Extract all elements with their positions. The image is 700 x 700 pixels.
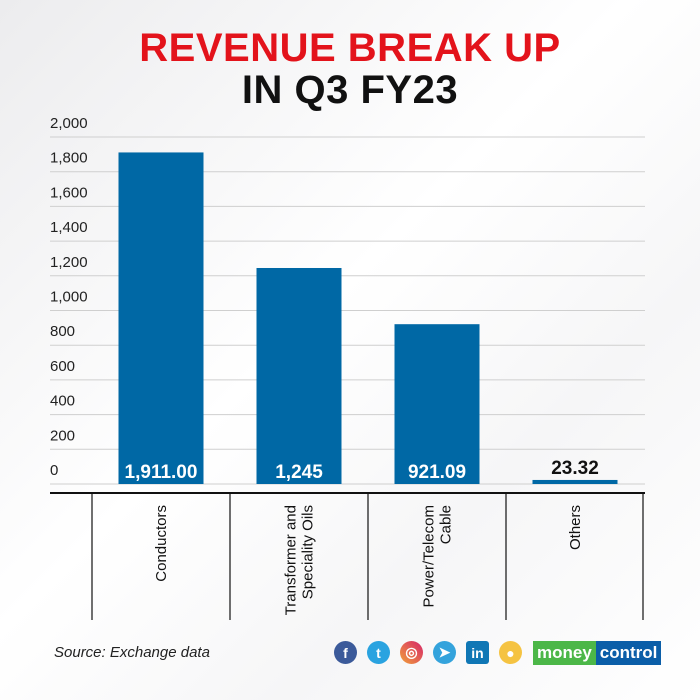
x-tick-label-line: Speciality Oils [300, 505, 317, 599]
data-label: 1,245 [275, 462, 323, 483]
data-label: 23.32 [551, 458, 599, 479]
koo-icon[interactable]: ● [499, 641, 522, 664]
x-tick-label: Transformer andSpeciality Oils [283, 505, 317, 615]
x-tick-label: Power/TelecomCable [421, 505, 455, 608]
logo-part1: money [533, 641, 596, 665]
y-tick-label: 600 [50, 358, 75, 375]
linkedin-icon[interactable]: in [466, 641, 489, 664]
x-tick-label-line: Transformer and [283, 505, 300, 615]
bar [118, 152, 204, 484]
y-tick-label: 200 [50, 427, 75, 444]
chart-title-line2: IN Q3 FY23 [241, 68, 459, 112]
x-tick-label-line: Others [567, 505, 584, 550]
y-tick-label: 1,600 [50, 184, 88, 201]
social-icons: f t ◎ ➤ in ● [334, 641, 522, 664]
instagram-icon[interactable]: ◎ [400, 641, 423, 664]
x-tick-label: Conductors [153, 505, 170, 582]
y-tick-label: 0 [50, 462, 58, 479]
bar [256, 267, 342, 484]
telegram-icon[interactable]: ➤ [433, 641, 456, 664]
y-tick-label: 1,000 [50, 289, 88, 306]
data-label: 1,911.00 [125, 462, 198, 483]
y-tick-label: 1,400 [50, 219, 88, 236]
bar [394, 324, 480, 484]
logo-part2: control [595, 641, 662, 665]
facebook-icon[interactable]: f [334, 641, 357, 664]
bar [532, 479, 618, 484]
twitter-icon[interactable]: t [367, 641, 390, 664]
x-tick-label-line: Power/Telecom [421, 505, 438, 608]
y-tick-label: 2,000 [50, 115, 88, 132]
x-tick-label-line: Cable [438, 505, 455, 544]
moneycontrol-logo: money control [533, 641, 662, 665]
chart-title-line1: REVENUE BREAK UP [139, 26, 561, 70]
x-tick-label-line: Conductors [153, 505, 170, 582]
source-note: Source: Exchange data [54, 644, 210, 661]
y-tick-label: 800 [50, 323, 75, 340]
data-label: 921.09 [408, 462, 466, 483]
y-tick-label: 1,800 [50, 150, 88, 167]
y-tick-label: 400 [50, 393, 75, 410]
y-tick-label: 1,200 [50, 254, 88, 271]
x-tick-label: Others [567, 505, 584, 550]
